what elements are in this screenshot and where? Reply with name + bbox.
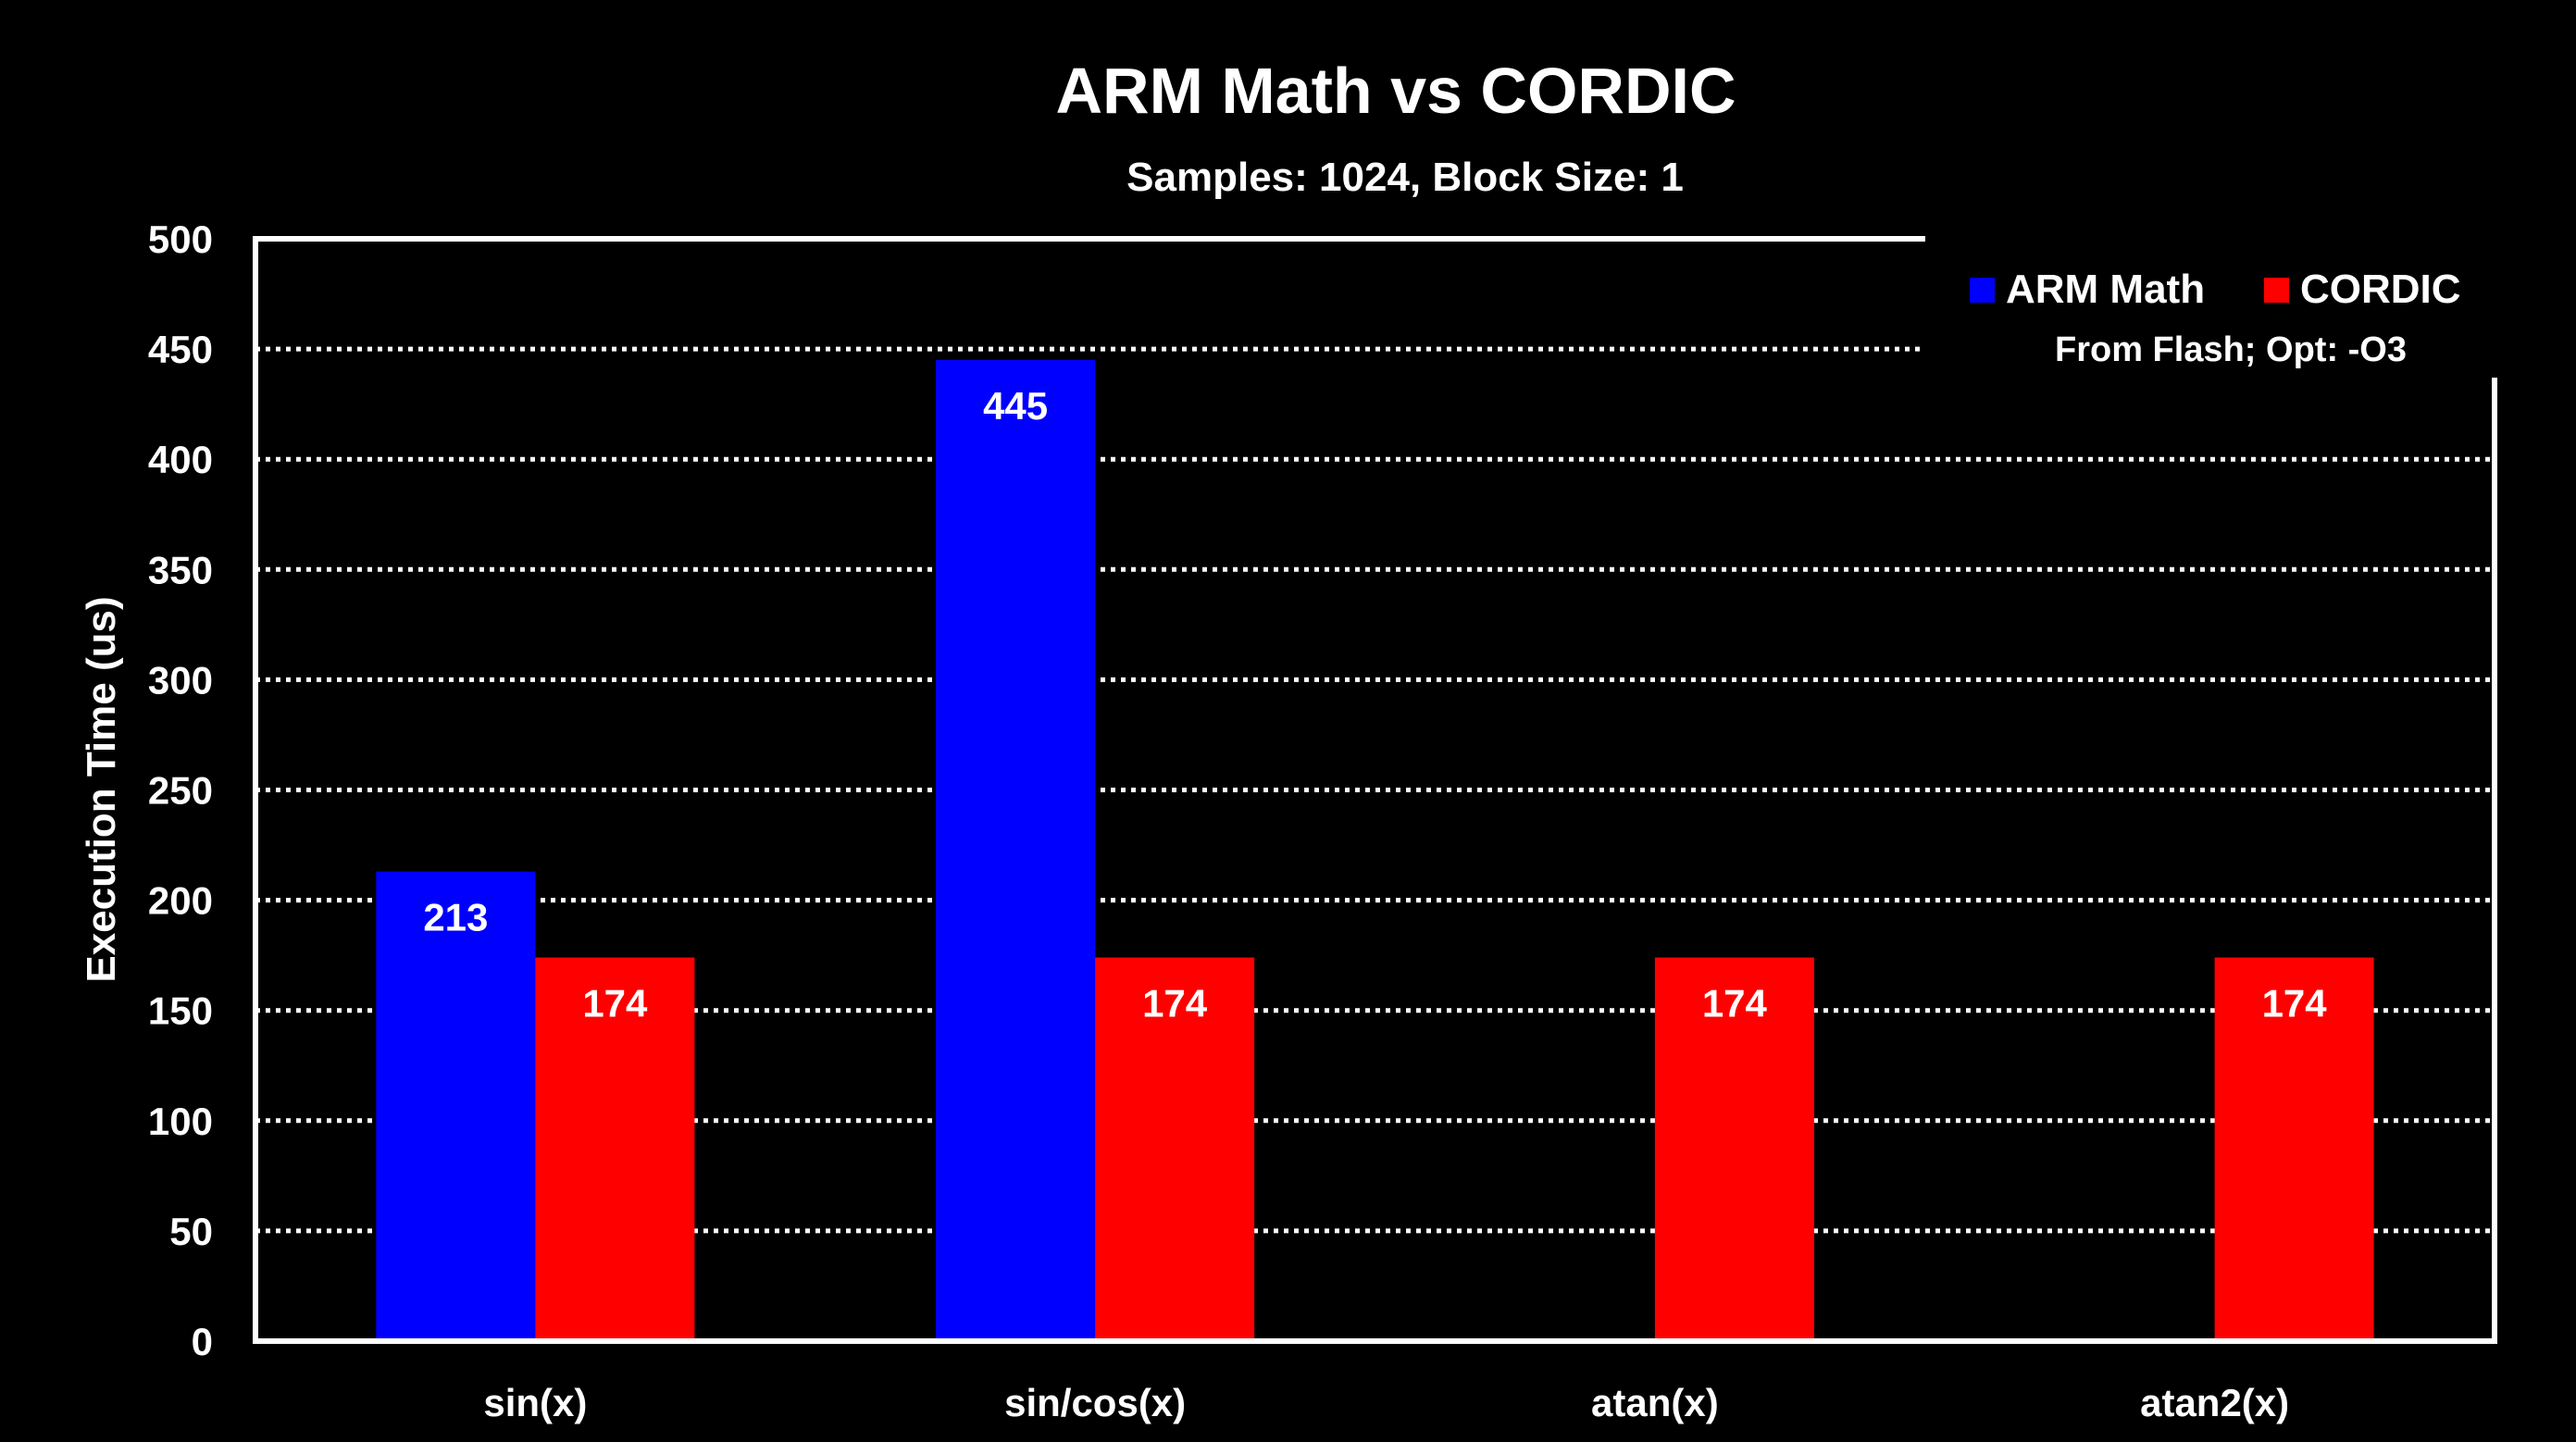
y-tick-label: 500 xyxy=(148,218,213,261)
chart-subtitle: Samples: 1024, Block Size: 1 xyxy=(1126,155,1684,200)
plot-area-border xyxy=(253,236,2497,1344)
legend-label: ARM Math xyxy=(2006,267,2205,312)
bar xyxy=(936,360,1096,1341)
legend-swatch xyxy=(1970,278,1995,303)
x-tick-label: atan(x) xyxy=(1591,1381,1719,1424)
data-label: 174 xyxy=(582,982,648,1026)
bars xyxy=(376,360,2374,1341)
legend: ARM Math CORDIC xyxy=(1970,267,2461,312)
y-tick-label: 350 xyxy=(148,548,213,591)
data-label: 213 xyxy=(423,896,488,939)
y-tick-label: 50 xyxy=(169,1210,213,1253)
y-tick-label: 400 xyxy=(148,438,213,481)
data-label: 174 xyxy=(2262,982,2328,1026)
y-axis-label: Execution Time (us) xyxy=(79,596,124,982)
y-tick-label: 0 xyxy=(192,1320,213,1363)
chart-annotation: From Flash; Opt: -O3 xyxy=(2055,330,2407,369)
bar xyxy=(535,957,695,1341)
data-label: 174 xyxy=(1142,982,1208,1026)
chart-title: ARM Math vs CORDIC xyxy=(1055,55,1736,127)
legend-background xyxy=(1925,174,2576,378)
data-labels: 213 174 445 174 174 174 xyxy=(423,384,2327,1026)
y-tick-label: 100 xyxy=(148,1100,213,1143)
y-tick-label: 150 xyxy=(148,989,213,1033)
y-tick-label: 300 xyxy=(148,658,213,702)
bar xyxy=(1654,957,1814,1341)
y-tick-label: 250 xyxy=(148,769,213,813)
y-tick-labels: 0 50 100 150 200 250 300 350 400 450 500 xyxy=(148,218,213,1363)
data-label: 445 xyxy=(983,384,1048,428)
legend-label: CORDIC xyxy=(2300,267,2461,312)
x-tick-label: atan2(x) xyxy=(2140,1381,2289,1424)
legend-swatch xyxy=(2264,278,2289,303)
x-tick-label: sin(x) xyxy=(483,1381,587,1424)
bar xyxy=(376,871,536,1341)
data-label: 174 xyxy=(1702,982,1768,1026)
x-tick-labels: sin(x) sin/cos(x) atan(x) atan2(x) xyxy=(483,1381,2289,1424)
x-tick-label: sin/cos(x) xyxy=(1004,1381,1186,1424)
y-tick-label: 200 xyxy=(148,879,213,923)
bar xyxy=(1095,957,1255,1341)
y-tick-label: 450 xyxy=(148,328,213,371)
bar xyxy=(2214,957,2374,1341)
